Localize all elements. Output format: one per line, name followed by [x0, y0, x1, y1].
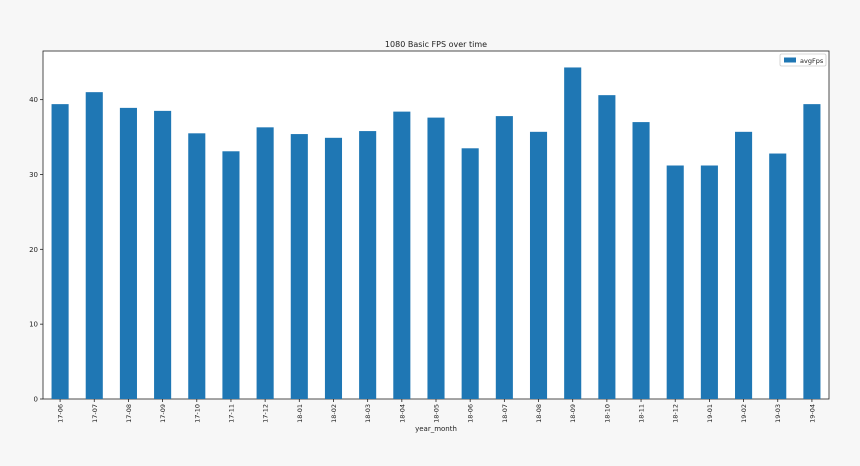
bar-18-10 [598, 95, 616, 399]
bar-17-09 [154, 110, 172, 399]
legend-box [779, 53, 827, 67]
bar-17-06 [51, 104, 69, 399]
x-tick-label: 17-08 [125, 404, 133, 423]
bar-18-08 [529, 131, 548, 399]
x-tick-label: 17-11 [227, 404, 235, 423]
bar-18-09 [564, 67, 582, 400]
x-tick-label: 19-01 [706, 404, 714, 423]
x-axis: 17-06 17-07 17-08 17-09 17-10 17-11 17-12 18-01… [57, 399, 816, 423]
bar-19-01 [700, 165, 718, 399]
x-tick-label: 17-07 [91, 404, 99, 423]
bars-layer [51, 67, 821, 400]
x-tick-label: 18-07 [501, 404, 509, 423]
bar-17-12 [256, 127, 274, 400]
x-tick-label: 17-09 [159, 404, 167, 423]
x-axis-label: year_month [415, 425, 457, 433]
y-axis: 0 10 20 30 40 [29, 96, 43, 404]
x-tick-label: 18-11 [638, 404, 646, 423]
y-tick-label: 0 [34, 396, 38, 404]
x-tick-label: 18-08 [535, 404, 543, 423]
bar-18-06 [461, 148, 479, 399]
x-tick-label: 18-01 [296, 404, 304, 423]
y-tick-label: 10 [29, 321, 38, 329]
bar-17-11 [222, 151, 240, 399]
x-tick-label: 17-10 [193, 404, 201, 423]
x-tick-label: 19-03 [774, 404, 782, 423]
bar-18-04 [393, 111, 411, 399]
x-tick-label: 18-06 [467, 404, 475, 423]
y-tick-label: 20 [29, 246, 38, 254]
bar-17-08 [119, 107, 137, 400]
x-tick-label: 17-12 [262, 404, 270, 423]
bar-18-03 [359, 131, 377, 399]
x-tick-label: 18-02 [330, 404, 338, 423]
x-tick-label: 17-06 [57, 404, 65, 423]
x-tick-label: 18-05 [433, 404, 441, 423]
bar-19-04 [803, 104, 821, 399]
bar-18-12 [666, 165, 684, 399]
x-tick-label: 18-03 [364, 404, 372, 423]
y-tick-label: 40 [29, 96, 38, 104]
legend-label: avgFps [800, 57, 824, 65]
x-tick-label: 18-09 [569, 404, 577, 423]
bar-19-03 [769, 153, 787, 399]
legend: avgFps [779, 53, 827, 67]
x-tick-label: 19-02 [740, 404, 748, 423]
bar-18-05 [427, 117, 445, 400]
x-tick-label: 19-04 [808, 404, 816, 423]
x-tick-label: 18-04 [398, 404, 406, 423]
legend-swatch [784, 57, 796, 63]
bar-17-10 [188, 133, 206, 400]
bar-18-11 [632, 122, 650, 399]
bar-17-07 [85, 92, 103, 400]
bar-18-07 [495, 116, 513, 399]
chart-title: 1080 Basic FPS over time [385, 40, 487, 49]
x-tick-label: 18-12 [672, 404, 680, 423]
bar-19-02 [735, 131, 753, 399]
y-tick-label: 30 [29, 171, 38, 179]
bar-18-02 [324, 137, 343, 399]
x-tick-label: 18-10 [603, 404, 611, 423]
bar-18-01 [290, 134, 308, 399]
